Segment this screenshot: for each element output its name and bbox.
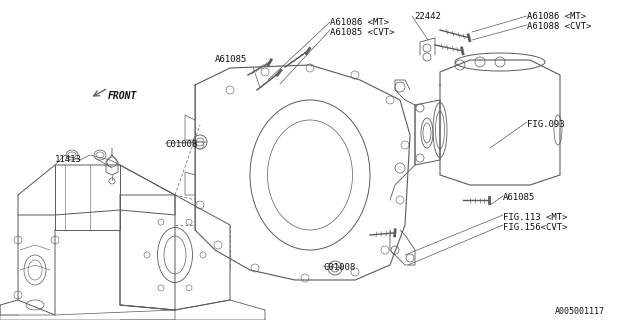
Text: 11413: 11413 bbox=[55, 155, 82, 164]
Text: A61086 <MT>: A61086 <MT> bbox=[527, 12, 586, 21]
Text: 22442: 22442 bbox=[414, 12, 441, 21]
Text: C01008: C01008 bbox=[323, 263, 355, 272]
Text: A005001117: A005001117 bbox=[555, 307, 605, 316]
Text: A61085: A61085 bbox=[503, 193, 535, 202]
Text: FIG.156<CVT>: FIG.156<CVT> bbox=[503, 223, 568, 232]
Text: A61088 <CVT>: A61088 <CVT> bbox=[527, 22, 591, 31]
Text: A61085 <CVT>: A61085 <CVT> bbox=[330, 28, 394, 37]
Text: FIG.113 <MT>: FIG.113 <MT> bbox=[503, 213, 568, 222]
Text: A61085: A61085 bbox=[215, 55, 247, 64]
Text: FIG.093: FIG.093 bbox=[527, 120, 564, 129]
Text: A61086 <MT>: A61086 <MT> bbox=[330, 18, 389, 27]
Text: C01008: C01008 bbox=[165, 140, 197, 149]
Text: FRONT: FRONT bbox=[108, 91, 138, 101]
